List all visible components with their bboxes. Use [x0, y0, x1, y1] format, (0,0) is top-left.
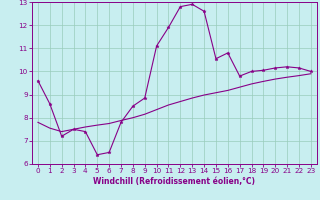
X-axis label: Windchill (Refroidissement éolien,°C): Windchill (Refroidissement éolien,°C) [93, 177, 255, 186]
